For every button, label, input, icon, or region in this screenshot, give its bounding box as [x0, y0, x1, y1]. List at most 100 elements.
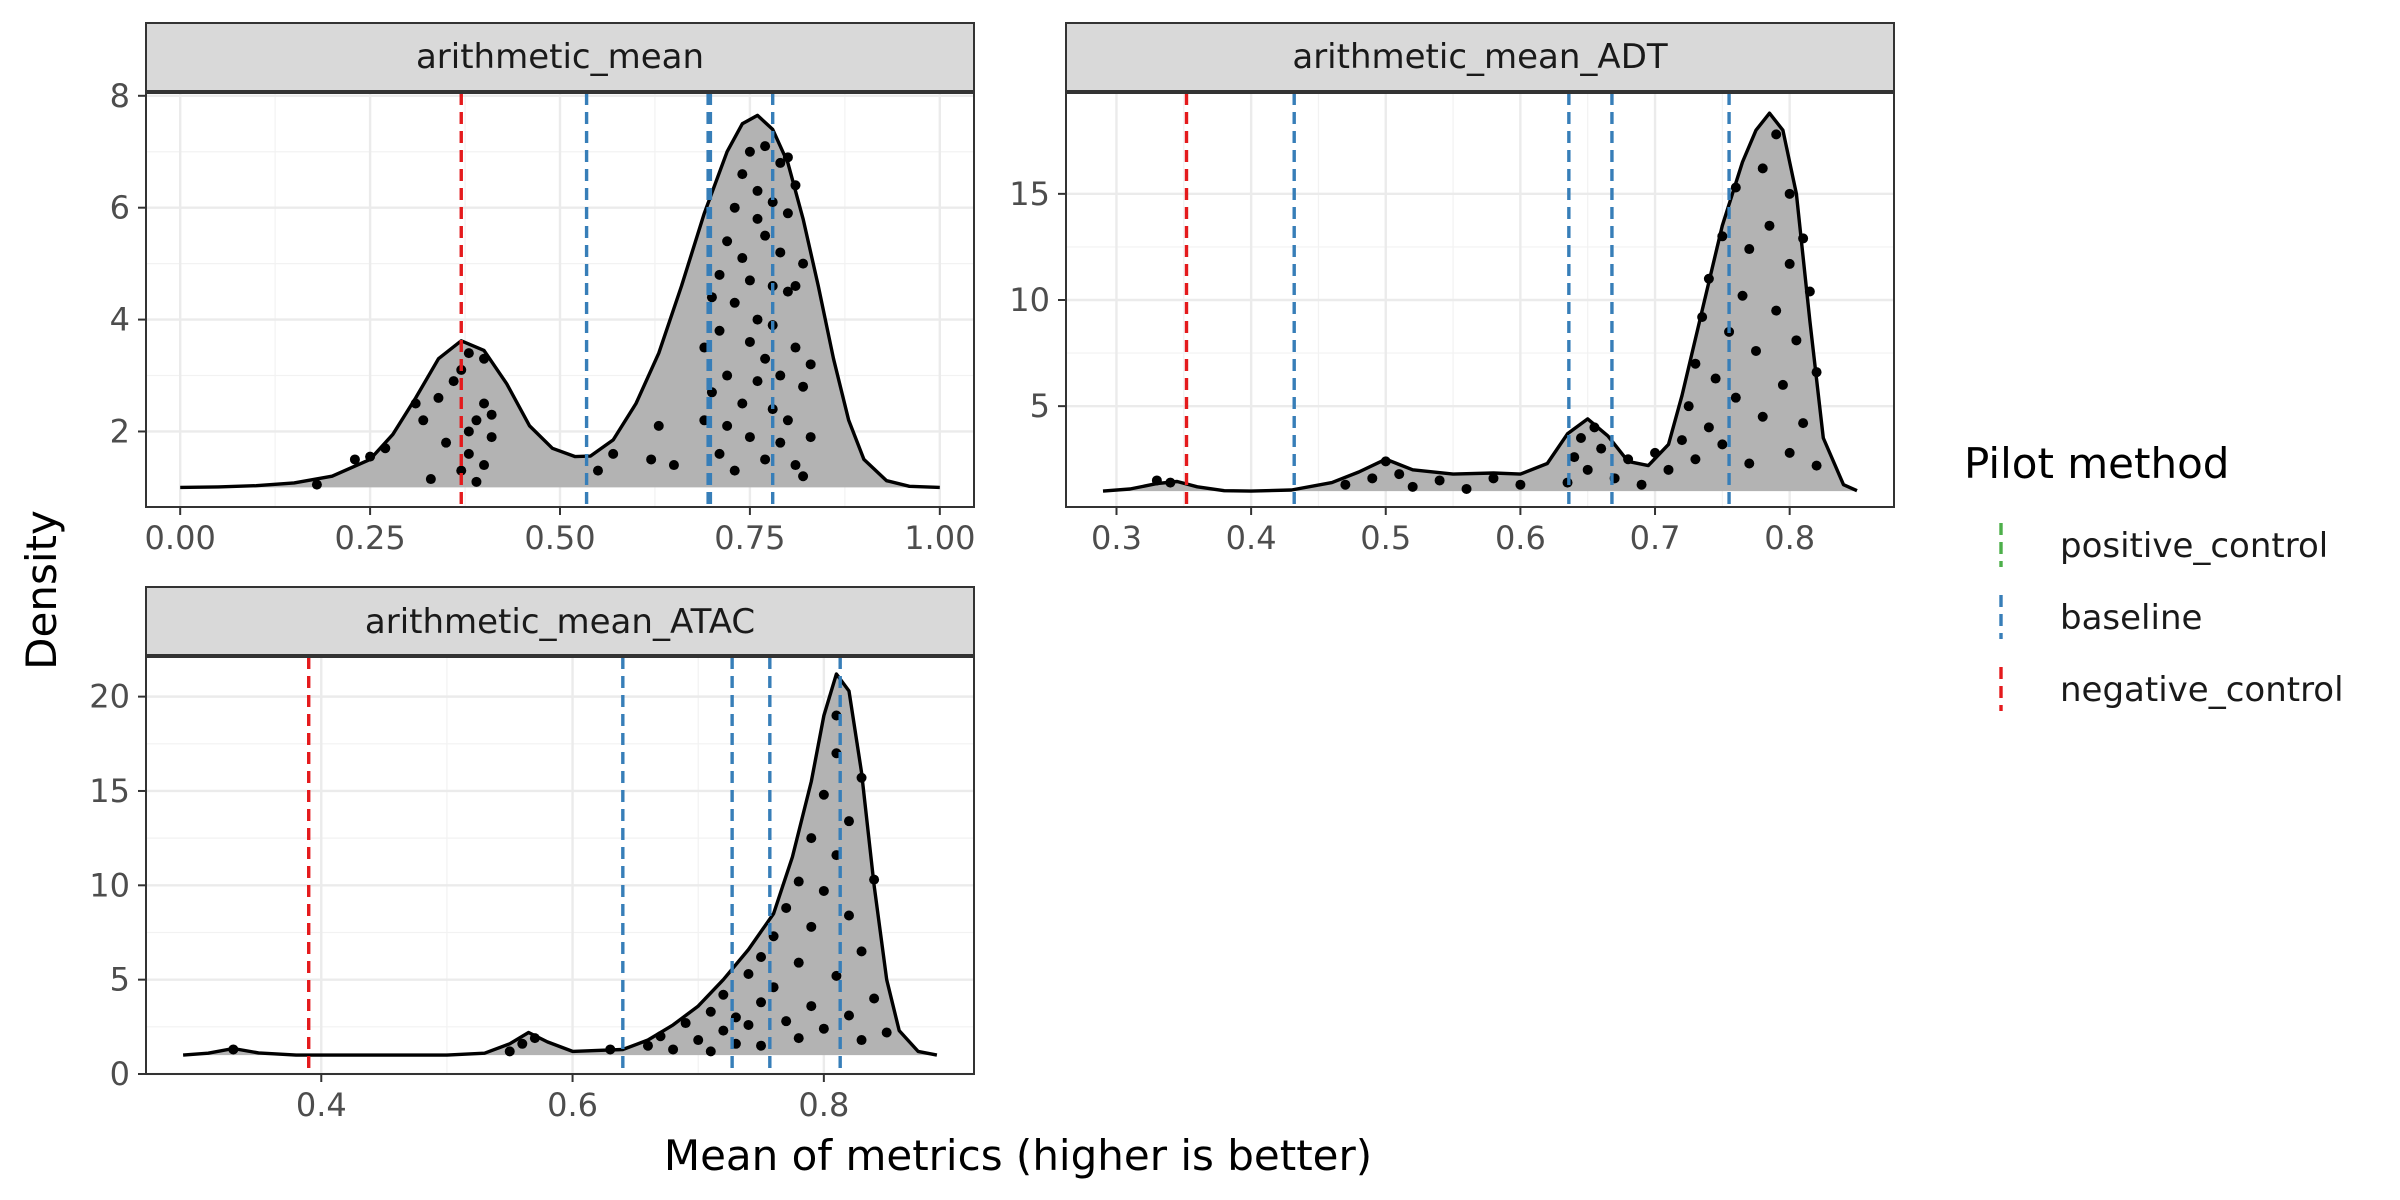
y-tick-label: 10 — [89, 866, 130, 904]
x-tick-label: 0.00 — [145, 519, 216, 557]
plot-area: 0.4 0.6 0.8 0 5 10 15 20 — [89, 656, 975, 1124]
jitter-point — [760, 230, 771, 241]
jitter-point — [1811, 460, 1822, 471]
jitter-point — [806, 1001, 817, 1012]
x-tick-label: 0.7 — [1630, 519, 1681, 557]
jitter-point — [1764, 220, 1775, 231]
y-axis-title: Density — [17, 510, 66, 670]
jitter-point — [1784, 258, 1795, 269]
x-tick-label: 0.50 — [524, 519, 595, 557]
jitter-point — [752, 376, 763, 387]
jitter-point — [1663, 464, 1674, 475]
jitter-point — [798, 471, 809, 482]
x-tick-label: 0.8 — [798, 1086, 849, 1124]
y-tick-label: 5 — [110, 961, 130, 999]
jitter-point — [1710, 373, 1721, 384]
jitter-point — [705, 1006, 716, 1017]
jitter-point — [775, 157, 786, 168]
jitter-point — [737, 398, 748, 409]
jitter-point — [818, 789, 829, 800]
strip-background — [1065, 22, 1895, 92]
jitter-point — [1367, 473, 1378, 484]
jitter-point — [729, 465, 740, 476]
panel-arithmetic-mean-adt: arithmetic_mean_ADT 0.3 0.4 0.5 0.6 0.7 0.8 5 1… — [1009, 22, 1895, 557]
jitter-point — [1717, 439, 1728, 450]
jitter-point — [1771, 129, 1782, 140]
jitter-point — [1798, 418, 1809, 429]
density-area — [183, 674, 937, 1056]
jitter-point — [793, 1033, 804, 1044]
jitter-point — [1791, 335, 1802, 346]
strip-background — [145, 22, 975, 92]
y-tick-label: 5 — [1030, 387, 1050, 425]
jitter-point — [843, 1010, 854, 1021]
jitter-point — [856, 1035, 867, 1046]
x-tick-label: 0.25 — [334, 519, 405, 557]
jitter-point — [1575, 433, 1586, 443]
jitter-point — [744, 432, 755, 443]
y-tick-label: 0 — [110, 1055, 130, 1093]
jitter-point — [781, 1016, 792, 1027]
plot-area: 0.3 0.4 0.5 0.6 0.7 0.8 5 10 15 — [1009, 92, 1895, 557]
panel-title: arithmetic_mean_ATAC — [365, 602, 755, 642]
jitter-point — [486, 432, 497, 443]
legend-label: positive_control — [2060, 526, 2328, 566]
jitter-point — [1690, 454, 1701, 465]
jitter-point — [714, 269, 725, 280]
legend: Pilot method positive_control baseline neg… — [1964, 439, 2344, 711]
jitter-point — [782, 208, 793, 219]
jitter-point — [680, 1018, 691, 1029]
jitter-point — [486, 409, 497, 420]
jitter-point — [504, 1046, 515, 1057]
jitter-point — [714, 448, 725, 459]
jitter-point — [471, 415, 482, 426]
jitter-point — [1690, 358, 1701, 369]
jitter-point — [722, 420, 733, 431]
jitter-point — [798, 381, 809, 392]
jitter-point — [790, 342, 801, 353]
jitter-point — [793, 957, 804, 968]
jitter-point — [311, 479, 322, 490]
jitter-point — [781, 902, 792, 913]
y-tick-label: 20 — [89, 678, 130, 716]
x-axis-title: Mean of metrics (higher is better) — [664, 1131, 1372, 1180]
jitter-point — [760, 141, 771, 152]
jitter-point — [831, 970, 842, 981]
jitter-point — [714, 325, 725, 336]
panel-arithmetic-mean: arithmetic_mean 0.00 0.25 0.50 0.75 1.00 2 4 6 8 — [110, 22, 976, 557]
jitter-point — [767, 404, 778, 415]
panel-title: arithmetic_mean_ADT — [1292, 37, 1668, 77]
jitter-point — [790, 281, 801, 292]
jitter-point — [756, 952, 767, 963]
y-tick-label: 15 — [89, 772, 130, 810]
jitter-point — [479, 398, 490, 409]
jitter-point — [1340, 479, 1351, 490]
jitter-point — [592, 465, 603, 476]
jitter-point — [856, 946, 867, 957]
jitter-point — [1744, 458, 1755, 469]
legend-label: baseline — [2060, 598, 2202, 638]
plot-area: 0.00 0.25 0.50 0.75 1.00 2 4 6 8 — [110, 77, 976, 557]
x-tick-label: 0.6 — [1495, 519, 1546, 557]
jitter-point — [705, 1046, 716, 1057]
panel-arithmetic-mean-atac: arithmetic_mean_ATAC 0.4 0.6 0.8 0 5 10 15 20 — [89, 586, 975, 1124]
jitter-point — [869, 993, 880, 1004]
panel-title: arithmetic_mean — [416, 37, 704, 77]
jitter-point — [463, 426, 474, 437]
jitter-point — [448, 376, 459, 387]
jitter-point — [798, 258, 809, 269]
jitter-point — [782, 415, 793, 426]
jitter-point — [793, 876, 804, 887]
jitter-point — [1407, 481, 1418, 492]
jitter-point — [463, 348, 474, 359]
jitter-point — [775, 370, 786, 381]
density-curve — [182, 672, 938, 1057]
y-tick-label: 4 — [110, 301, 130, 339]
jitter-point — [1582, 464, 1593, 475]
jitter-point — [456, 465, 467, 476]
jitter-point — [752, 213, 763, 224]
jitter-point — [737, 169, 748, 180]
jitter-point — [517, 1038, 528, 1049]
jitter-point — [1777, 379, 1788, 390]
